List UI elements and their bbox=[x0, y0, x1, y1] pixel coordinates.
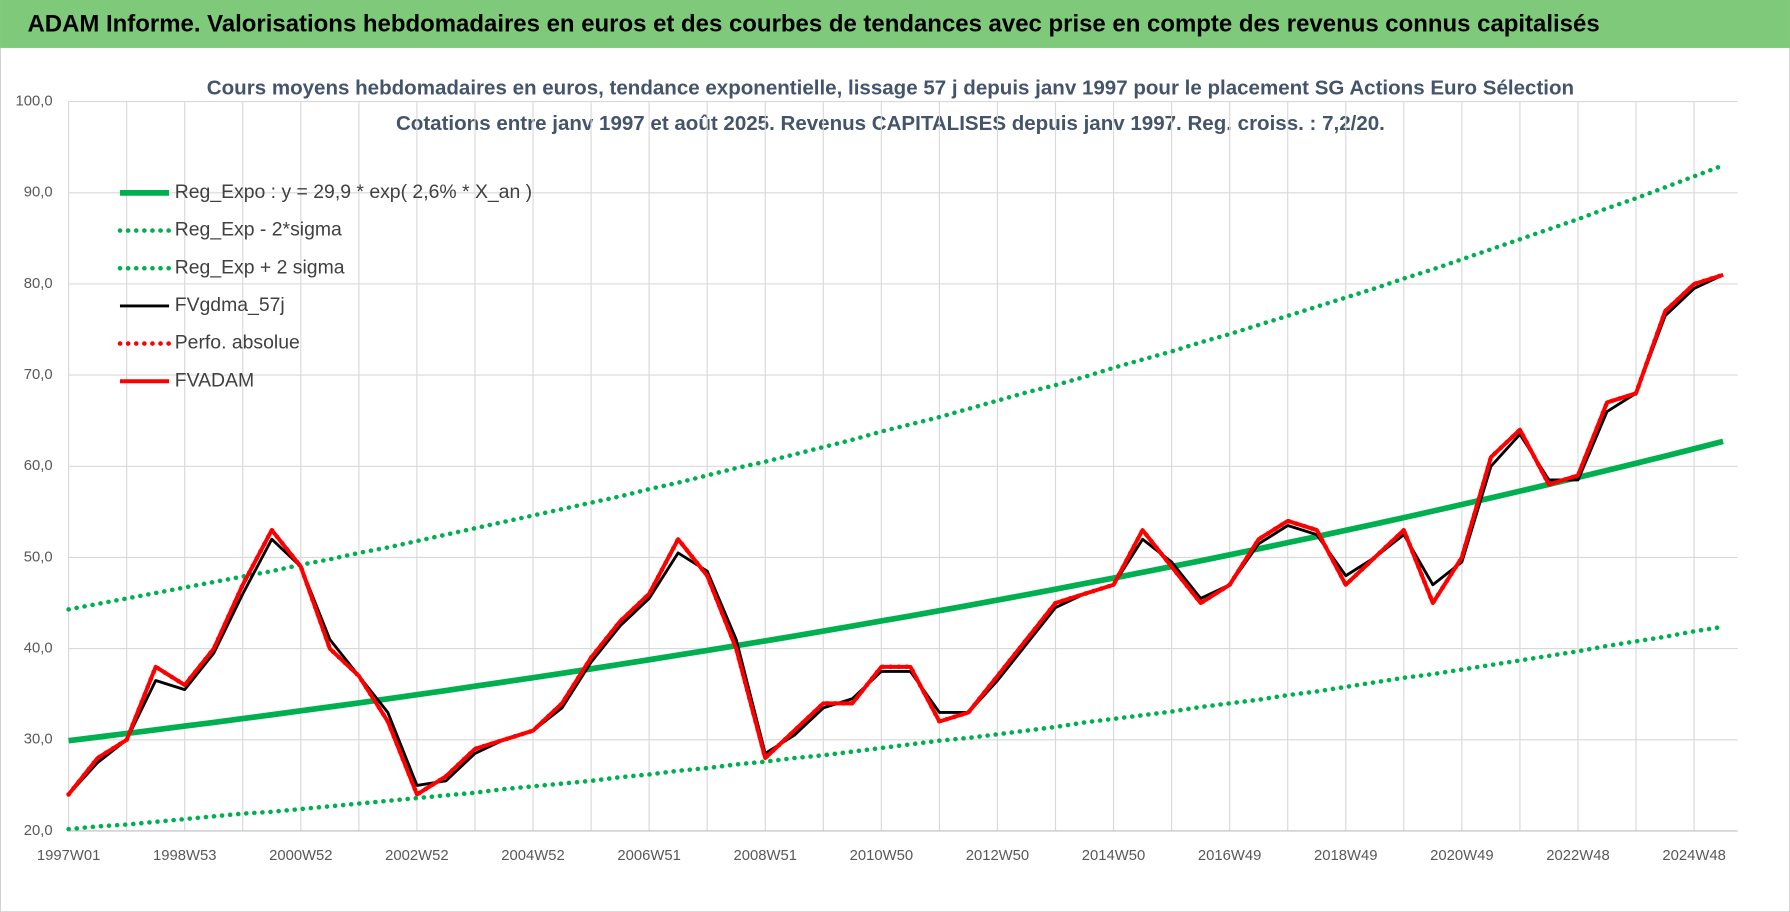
legend-label: Reg_Exp + 2 sigma bbox=[175, 256, 345, 278]
y-tick-label: 30,0 bbox=[24, 732, 53, 748]
x-tick-label: 2006W51 bbox=[617, 848, 680, 864]
x-tick-label: 2016W49 bbox=[1198, 848, 1261, 864]
y-tick-label: 70,0 bbox=[24, 367, 53, 383]
x-tick-label: 2018W49 bbox=[1314, 848, 1377, 864]
x-tick-label: 2004W52 bbox=[501, 848, 564, 864]
legend-label: Reg_Expo : y = 29,9 * exp( 2,6% * X_an ) bbox=[175, 181, 532, 203]
x-tick-label: 2002W52 bbox=[385, 848, 448, 864]
legend-label: FVgdma_57j bbox=[175, 294, 285, 316]
y-tick-label: 100,0 bbox=[16, 94, 53, 110]
y-tick-label: 90,0 bbox=[24, 185, 53, 201]
chart-title: Cours moyens hebdomadaires en euros, ten… bbox=[207, 76, 1574, 99]
y-tick-label: 20,0 bbox=[24, 823, 53, 839]
y-tick-label: 50,0 bbox=[24, 549, 53, 565]
series-line bbox=[67, 272, 1724, 797]
chart-subtitle: Cotations entre janv 1997 et août 2025. … bbox=[396, 112, 1385, 135]
x-tick-label: 1998W53 bbox=[153, 848, 216, 864]
x-tick-label: 2000W52 bbox=[269, 848, 332, 864]
y-tick-label: 60,0 bbox=[24, 458, 53, 474]
x-tick-label: 1997W01 bbox=[37, 848, 100, 864]
x-tick-label: 2014W50 bbox=[1082, 848, 1145, 864]
x-tick-label: 2012W50 bbox=[966, 848, 1029, 864]
x-tick-label: 2024W48 bbox=[1662, 848, 1725, 864]
legend-label: FVADAM bbox=[175, 369, 254, 391]
x-tick-label: 2010W50 bbox=[850, 848, 913, 864]
x-tick-label: 2020W49 bbox=[1430, 848, 1493, 864]
series-line bbox=[68, 438, 1724, 744]
y-tick-label: 80,0 bbox=[24, 276, 53, 292]
x-tick-label: 2008W51 bbox=[734, 848, 797, 864]
header-title: ADAM Informe. Valorisations hebdomadaire… bbox=[28, 10, 1600, 37]
series-line bbox=[66, 624, 1726, 832]
y-tick-label: 40,0 bbox=[24, 641, 53, 657]
legend-label: Reg_Exp - 2*sigma bbox=[175, 219, 342, 241]
x-tick-label: 2022W48 bbox=[1546, 848, 1609, 864]
series-line bbox=[67, 273, 1724, 796]
header-band bbox=[0, 0, 1790, 48]
legend-label: Perfo. absolue bbox=[175, 332, 300, 354]
